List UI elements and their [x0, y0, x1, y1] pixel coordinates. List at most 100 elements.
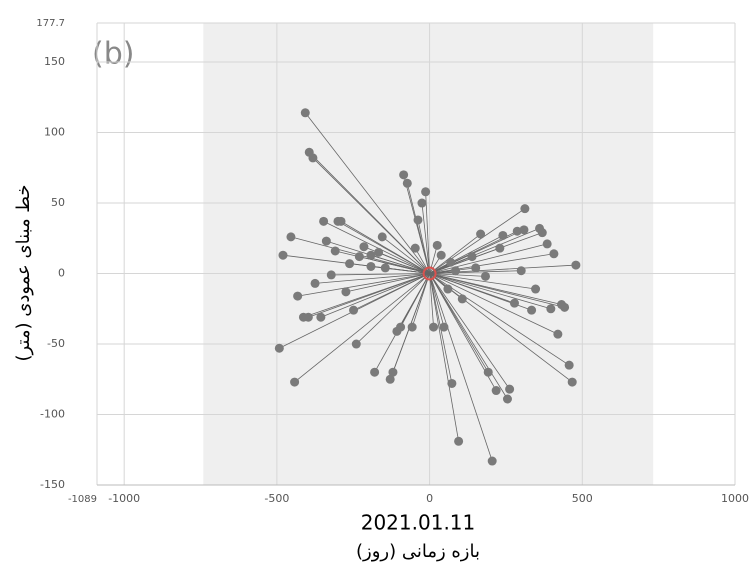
- point: [293, 291, 303, 301]
- plot-area: [96, 22, 736, 486]
- baseline-link: [429, 273, 459, 442]
- point: [498, 230, 508, 240]
- y-tick-label: 150: [44, 55, 65, 68]
- point: [432, 240, 442, 250]
- reference-point: [422, 266, 437, 281]
- point: [436, 250, 446, 260]
- point: [421, 187, 431, 197]
- x-tick-label: 500: [572, 492, 593, 505]
- point: [520, 204, 530, 214]
- x-tick-label: -1000: [108, 492, 140, 505]
- point: [560, 302, 570, 312]
- baseline-link: [340, 221, 430, 274]
- baseline-link: [378, 252, 430, 274]
- x-axis-sublabel: بازه زمانی (روز): [356, 541, 480, 562]
- x-tick-label: -500: [264, 492, 289, 505]
- baseline-link: [429, 273, 570, 366]
- baseline-link: [429, 273, 536, 290]
- point: [476, 229, 486, 239]
- baseline-link: [297, 273, 430, 297]
- point: [351, 339, 361, 349]
- point: [512, 226, 522, 236]
- point: [495, 243, 505, 253]
- point: [439, 322, 449, 332]
- baseline-link: [429, 229, 525, 274]
- baseline-link: [294, 273, 430, 383]
- baseline-link: [429, 228, 540, 274]
- point: [349, 305, 359, 315]
- baseline-link: [308, 273, 430, 318]
- point: [549, 249, 559, 259]
- point: [457, 294, 467, 304]
- point: [290, 377, 300, 387]
- x-tick-label: 0: [426, 492, 433, 505]
- point: [413, 215, 423, 225]
- point: [542, 239, 552, 249]
- baseline-link: [320, 273, 430, 318]
- y-tick-label: 50: [51, 196, 65, 209]
- point: [505, 384, 515, 394]
- point: [310, 278, 320, 288]
- y-tick-label: 177.7: [36, 18, 65, 29]
- point: [471, 263, 481, 273]
- x-tick-label: -1089: [68, 494, 97, 505]
- point: [377, 232, 387, 242]
- point: [553, 329, 563, 339]
- baseline-link: [429, 273, 445, 328]
- point: [399, 170, 409, 180]
- y-tick-label: -100: [40, 408, 65, 421]
- baseline-link: [429, 273, 565, 308]
- point: [319, 216, 329, 226]
- y-tick-label: -150: [40, 478, 65, 491]
- point: [487, 456, 497, 466]
- baseline-link: [425, 191, 430, 274]
- point: [326, 270, 336, 280]
- point: [274, 343, 284, 353]
- x-tick-label: 1000: [721, 492, 749, 505]
- point: [278, 250, 288, 260]
- baseline-link: [429, 208, 526, 274]
- baseline-link: [370, 266, 430, 274]
- baseline-link: [356, 273, 430, 345]
- point: [354, 252, 364, 262]
- point: [454, 436, 464, 446]
- point: [321, 236, 331, 246]
- point: [402, 178, 412, 188]
- point: [567, 377, 577, 387]
- point: [446, 257, 456, 267]
- point: [388, 367, 398, 377]
- point: [345, 259, 355, 269]
- baseline-link: [417, 219, 430, 274]
- baseline-link: [429, 245, 438, 274]
- point: [546, 304, 556, 314]
- point: [385, 374, 395, 384]
- point: [359, 242, 369, 252]
- point: [467, 252, 477, 262]
- point: [330, 246, 340, 256]
- point: [410, 243, 420, 253]
- baseline-link: [315, 273, 430, 284]
- baseline-link: [312, 157, 430, 274]
- baseline-link: [429, 273, 573, 383]
- point: [396, 322, 406, 332]
- point: [308, 153, 318, 163]
- point: [429, 322, 439, 332]
- point: [366, 250, 376, 260]
- baseline-link: [429, 232, 543, 274]
- point: [380, 263, 390, 273]
- baseline-link: [429, 273, 508, 400]
- baseline-link: [345, 273, 430, 293]
- baseline-link: [429, 273, 559, 335]
- x-axis-label: 2021.01.11: [361, 511, 476, 535]
- point: [370, 367, 380, 377]
- baseline-link: [429, 273, 493, 462]
- point: [443, 284, 453, 294]
- y-tick-label: 100: [44, 126, 65, 139]
- baseline-link: [382, 236, 430, 274]
- point: [300, 108, 310, 118]
- point: [519, 225, 529, 235]
- point: [407, 322, 417, 332]
- baseline-link: [429, 273, 434, 328]
- point: [483, 367, 493, 377]
- y-tick-label: 0: [58, 267, 65, 280]
